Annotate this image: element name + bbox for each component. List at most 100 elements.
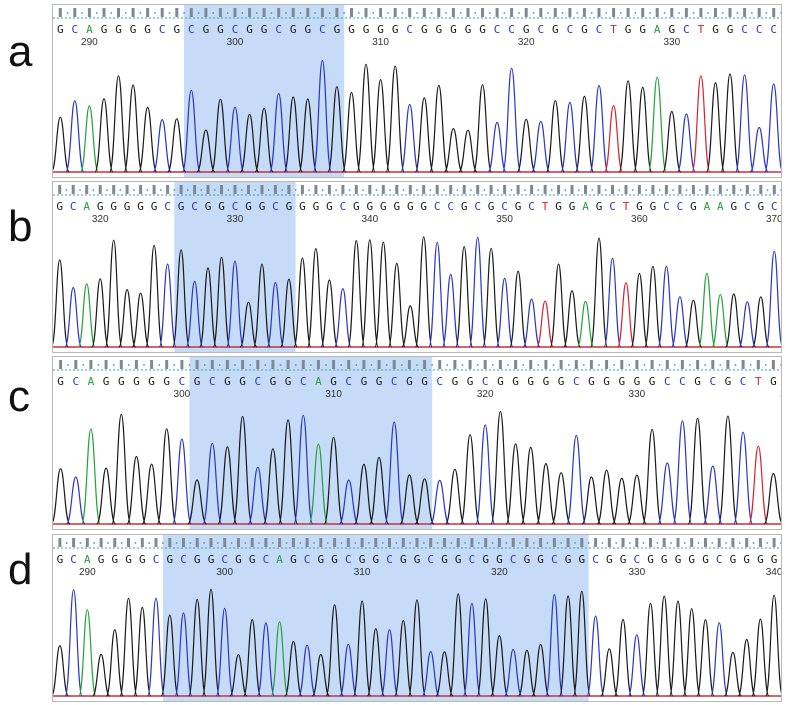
chromatogram-trace: [53, 59, 781, 173]
trace-peak: [320, 279, 339, 348]
base-letter: G: [588, 375, 595, 388]
base-letter: G: [620, 553, 627, 566]
trace-peak: [672, 420, 693, 525]
trace-peak: [495, 277, 514, 348]
base-letter: G: [421, 375, 428, 388]
trace-peak: [353, 463, 374, 525]
trace-peak: [720, 73, 740, 173]
base-letter: G: [581, 23, 588, 36]
quality-ticks: [58, 538, 781, 547]
base-letter: C: [275, 23, 282, 36]
base-letter: G: [101, 23, 108, 36]
trace-peak: [306, 247, 325, 348]
base-letter: G: [421, 23, 428, 36]
base-letter: C: [70, 553, 77, 566]
base-letter: G: [527, 375, 534, 388]
base-letter: G: [353, 200, 360, 213]
base-letter: C: [272, 200, 279, 213]
trace-peak: [691, 75, 711, 173]
trace-peak: [339, 643, 358, 697]
base-letter: G: [650, 200, 657, 213]
position-label: 320: [491, 567, 508, 578]
base-letter: A: [86, 23, 93, 36]
base-letter: C: [72, 375, 79, 388]
base-letter: T: [610, 23, 617, 36]
base-letter: C: [427, 553, 434, 566]
base-letter: C: [664, 375, 671, 388]
base-letter: C: [191, 200, 198, 213]
base-letter: C: [609, 200, 616, 213]
trace-peak: [596, 469, 617, 525]
trace-peak: [185, 280, 204, 348]
base-letter: G: [479, 23, 486, 36]
trace-peak: [414, 97, 434, 173]
trace-peak: [589, 84, 609, 173]
base-letter: G: [688, 553, 695, 566]
chromatogram-trace: [53, 588, 781, 697]
base-letter: G: [661, 553, 668, 566]
trace-peak: [53, 116, 70, 173]
trace-peak: [380, 629, 399, 697]
base-letter: G: [178, 200, 185, 213]
base-letter: A: [582, 200, 589, 213]
position-label: 330: [628, 567, 645, 578]
base-letter: G: [125, 553, 132, 566]
trace-peak: [126, 455, 147, 525]
trace-peak: [111, 413, 132, 525]
trace-peak: [78, 609, 97, 697]
base-letter: G: [727, 23, 734, 36]
chromatogram-trace: [53, 410, 781, 525]
trace-peak: [65, 476, 86, 525]
base-letter: G: [393, 200, 400, 213]
trace-peak: [394, 619, 413, 697]
base-letter: C: [508, 23, 515, 36]
trace-peak: [641, 602, 660, 697]
trace-peak: [229, 654, 248, 697]
trace-peak: [202, 442, 223, 525]
trace-peak: [576, 300, 595, 348]
trace-peak: [682, 608, 701, 697]
position-label: 290: [79, 567, 96, 578]
position-label: 320: [477, 389, 494, 400]
base-letter: G: [552, 23, 559, 36]
trace-peak: [64, 286, 83, 348]
base-letter: C: [436, 375, 443, 388]
trace-peak: [212, 256, 231, 348]
panel-label-b: b: [8, 202, 33, 251]
trace-peak: [188, 598, 207, 697]
base-letter: A: [315, 375, 322, 388]
trace-peak: [642, 428, 663, 525]
trace-peak: [333, 288, 352, 348]
trace-peak: [590, 237, 608, 348]
base-letter: C: [770, 23, 777, 36]
base-letter: C: [510, 553, 517, 566]
base-letter: G: [435, 23, 442, 36]
trace-peak: [668, 600, 688, 697]
base-letter: G: [137, 200, 144, 213]
base-letter: G: [299, 200, 306, 213]
trace-peak: [53, 468, 71, 525]
trace-peak: [603, 257, 622, 348]
trace-peak: [308, 443, 329, 525]
base-letter: G: [348, 23, 355, 36]
trace-peak: [172, 249, 190, 348]
base-letter: G: [194, 375, 201, 388]
base-letter: G: [414, 553, 421, 566]
base-letter: G: [770, 375, 777, 388]
trace-peak: [385, 65, 405, 173]
quality-ticks: [58, 185, 781, 194]
base-letter: A: [88, 375, 95, 388]
trace-peak: [531, 643, 550, 697]
trace-peak: [522, 298, 541, 348]
trace-peak: [449, 593, 468, 697]
trace-peak: [482, 247, 501, 348]
trace-peak: [298, 644, 317, 697]
base-letter: C: [709, 375, 716, 388]
trace-peak: [655, 595, 674, 697]
trace-peak: [366, 628, 385, 697]
base-letter: C: [340, 200, 347, 213]
